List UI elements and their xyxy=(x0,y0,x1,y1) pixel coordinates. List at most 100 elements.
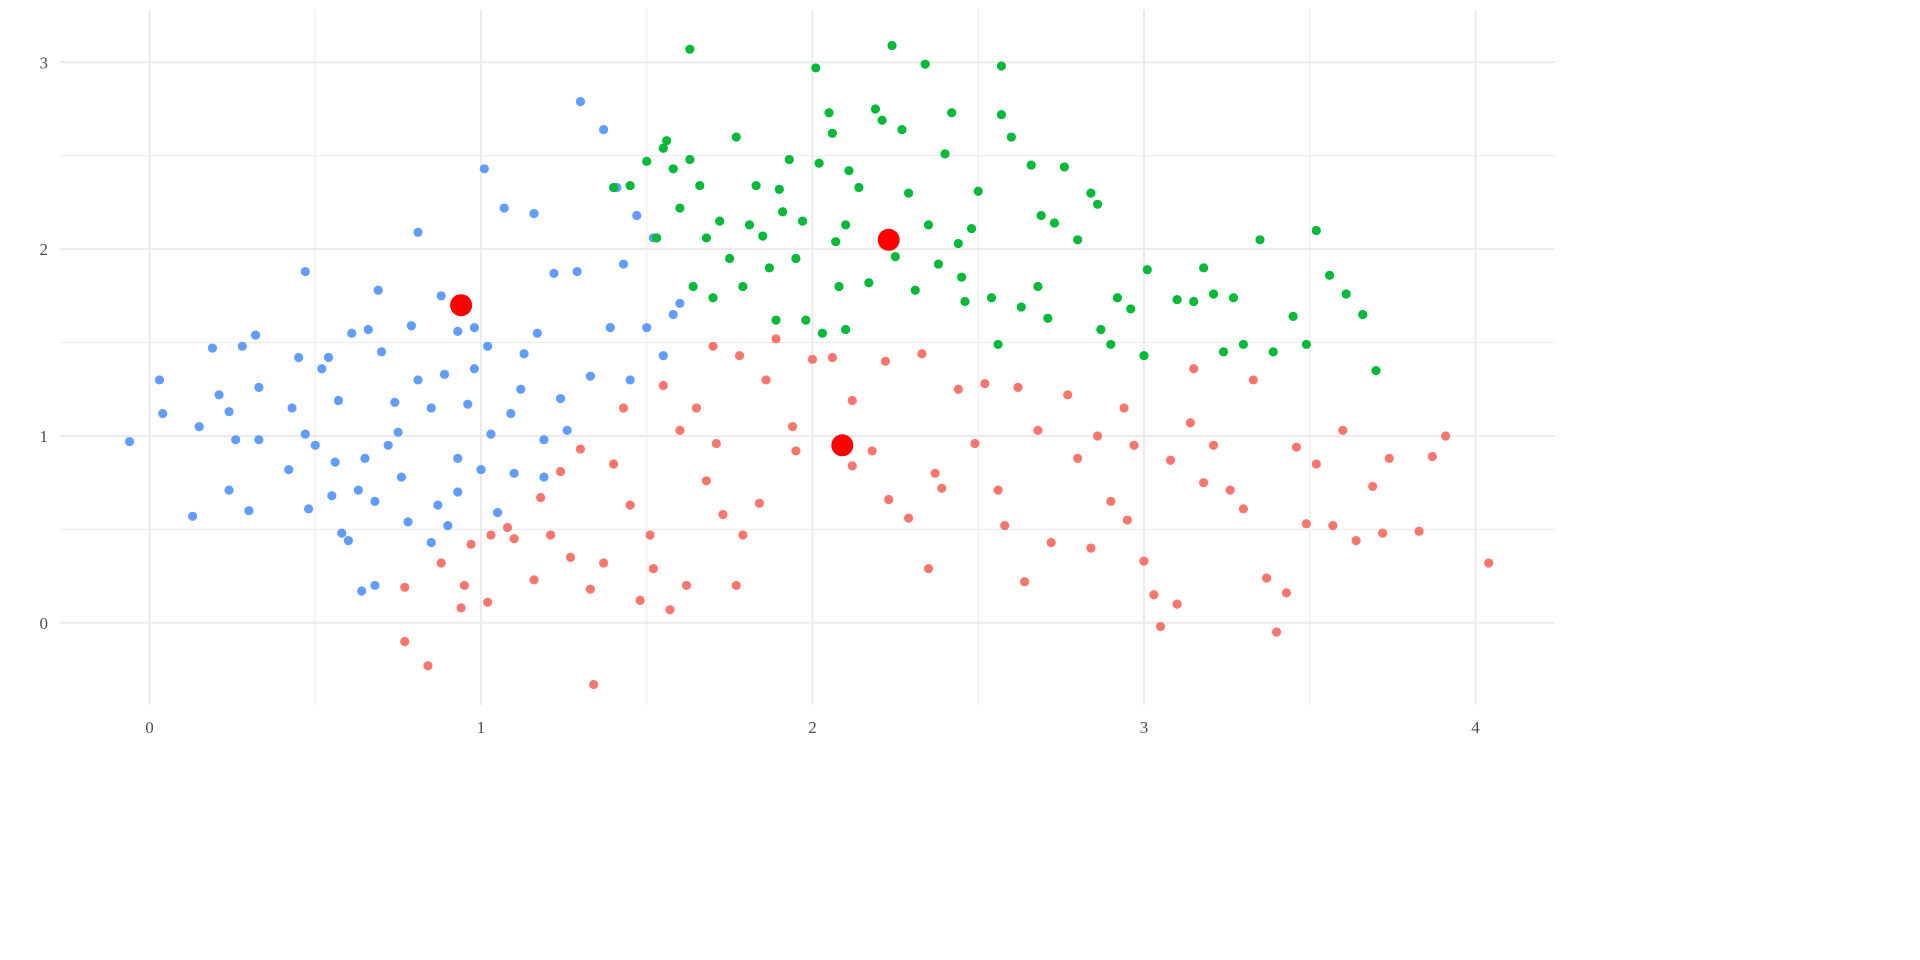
data-point xyxy=(1172,294,1182,305)
data-point xyxy=(1255,235,1265,245)
data-point xyxy=(937,483,947,493)
data-point xyxy=(880,356,890,366)
data-point xyxy=(575,444,586,454)
data-point xyxy=(1106,339,1116,350)
data-point xyxy=(532,328,542,338)
data-point xyxy=(1311,459,1321,469)
data-point xyxy=(599,124,609,135)
data-point xyxy=(834,281,844,292)
data-point xyxy=(453,326,463,336)
data-point xyxy=(764,263,774,273)
data-point xyxy=(751,181,761,191)
data-point xyxy=(1006,132,1016,142)
x-tick-label: 3 xyxy=(1140,718,1149,737)
centroid-point xyxy=(450,294,473,317)
data-point xyxy=(154,375,165,385)
data-point xyxy=(509,534,519,544)
data-point xyxy=(791,253,801,264)
data-point xyxy=(396,472,407,482)
data-point xyxy=(1238,339,1249,350)
data-point xyxy=(1119,403,1129,413)
data-point xyxy=(708,293,718,303)
data-point xyxy=(632,210,642,221)
centroid-point xyxy=(877,228,900,251)
data-point xyxy=(539,472,549,482)
data-point xyxy=(953,384,963,394)
data-point xyxy=(923,220,934,230)
data-point xyxy=(317,364,327,374)
data-point xyxy=(357,586,367,596)
data-point xyxy=(294,352,304,363)
data-point xyxy=(370,580,380,591)
data-point xyxy=(731,580,741,591)
data-point xyxy=(1341,289,1351,299)
data-point xyxy=(426,537,436,548)
data-point xyxy=(685,44,695,54)
data-point xyxy=(509,468,519,478)
data-point xyxy=(957,272,967,282)
data-point xyxy=(847,395,857,406)
data-point xyxy=(1139,351,1149,361)
data-point xyxy=(1358,309,1368,320)
data-point xyxy=(244,506,254,516)
data-point xyxy=(250,330,261,340)
data-point xyxy=(575,96,586,107)
data-point xyxy=(1000,521,1010,531)
y-axis-ticks: 0 1 2 3 xyxy=(40,53,49,632)
data-point xyxy=(658,143,668,153)
data-point xyxy=(1328,521,1338,531)
data-point xyxy=(761,375,771,385)
data-point xyxy=(516,384,526,394)
data-point xyxy=(390,397,400,407)
data-point xyxy=(585,371,595,381)
data-point xyxy=(662,136,672,146)
data-point xyxy=(469,323,479,333)
data-point xyxy=(1199,478,1209,488)
data-point xyxy=(774,184,784,194)
data-point xyxy=(771,315,781,325)
data-point xyxy=(370,496,380,506)
data-point xyxy=(589,679,599,690)
data-point xyxy=(725,253,735,264)
data-point xyxy=(708,341,718,351)
data-point xyxy=(618,259,629,269)
data-point xyxy=(187,511,198,521)
data-point xyxy=(1013,382,1023,392)
data-point xyxy=(443,521,453,531)
data-point xyxy=(549,268,559,279)
data-point xyxy=(715,216,725,226)
data-point xyxy=(383,440,393,450)
data-point xyxy=(668,309,678,320)
data-point xyxy=(1351,535,1361,546)
data-point xyxy=(545,530,556,540)
data-point xyxy=(1036,210,1046,221)
data-point xyxy=(864,278,874,288)
data-point xyxy=(453,453,463,463)
data-point xyxy=(506,408,516,419)
data-point xyxy=(1043,313,1053,323)
data-point xyxy=(413,227,423,237)
data-point xyxy=(847,461,857,471)
data-point xyxy=(1484,558,1494,568)
data-point xyxy=(758,231,768,241)
x-axis-ticks: 0 1 2 3 4 xyxy=(145,718,1480,737)
data-point xyxy=(254,435,264,445)
data-point xyxy=(287,403,297,413)
data-point xyxy=(599,558,609,568)
data-point xyxy=(608,182,619,193)
data-point xyxy=(1092,431,1103,441)
data-point xyxy=(300,429,310,439)
data-point xyxy=(791,446,801,456)
data-point xyxy=(827,128,837,138)
data-point xyxy=(1189,296,1199,307)
data-point xyxy=(466,539,476,549)
data-point xyxy=(439,369,450,379)
data-point xyxy=(854,182,864,193)
data-point xyxy=(486,530,496,540)
data-point xyxy=(668,164,678,174)
data-point xyxy=(980,379,990,389)
data-point xyxy=(343,535,353,546)
data-point xyxy=(376,347,387,357)
data-point xyxy=(754,498,765,508)
data-point xyxy=(1288,311,1298,321)
